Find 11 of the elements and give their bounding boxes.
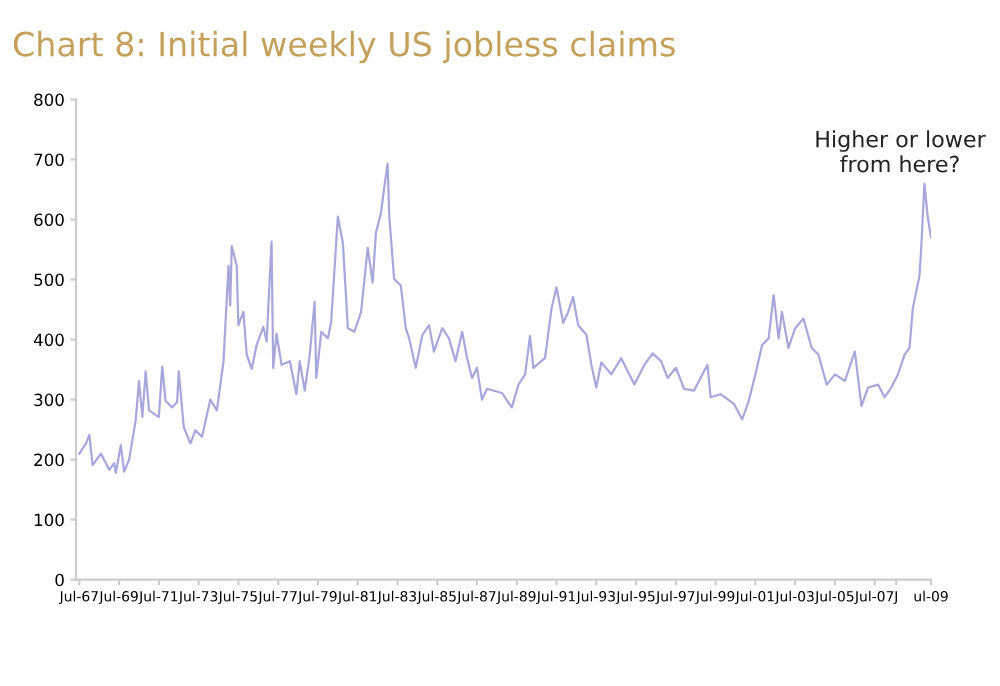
annotation: Higher or lower from here?: [816, 130, 986, 173]
y-tick-label: 200: [34, 453, 64, 467]
chart-title: Chart 8: Initial weekly US jobless claims: [13, 30, 675, 64]
y-tick-label: 600: [34, 213, 64, 227]
y-tick-label: 400: [33, 333, 64, 347]
y-tick-label: 800: [34, 93, 64, 107]
y-tick-label: 700: [34, 153, 64, 167]
y-tick-label: 500: [34, 273, 64, 287]
y-tick-label: 0: [55, 573, 64, 587]
y-tick-label: 100: [34, 513, 64, 527]
y-tick-label: 300: [34, 393, 64, 407]
